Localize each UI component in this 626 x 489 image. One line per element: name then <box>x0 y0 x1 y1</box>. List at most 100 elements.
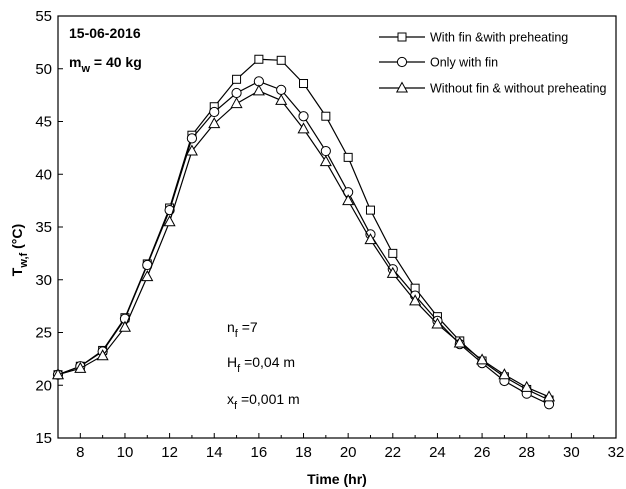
legend: With fin &with preheating Only with fin Wi… <box>379 31 607 96</box>
x-tick-label: 10 <box>117 444 134 461</box>
data-point-circle <box>186 133 198 144</box>
series-layer <box>51 54 556 410</box>
data-point-square <box>321 111 331 121</box>
data-point-triangle <box>319 155 332 167</box>
y-tick-label: 25 <box>35 325 52 342</box>
x-tick-label: 30 <box>563 444 580 461</box>
data-point-triangle <box>208 117 221 129</box>
x-tick-label: 32 <box>608 444 625 461</box>
data-point-triangle <box>185 144 198 156</box>
mass-annotation-main: m <box>69 54 81 70</box>
x-tick-label: 12 <box>161 444 178 461</box>
series-square <box>53 54 554 405</box>
x-tick-label: 18 <box>295 444 312 461</box>
mass-annotation-subscript: w <box>80 63 90 75</box>
data-point-circle <box>164 205 175 216</box>
series-line-triangle <box>57 90 550 398</box>
legend-marker-triangle <box>395 81 409 93</box>
legend-label: With fin &with preheating <box>430 31 568 45</box>
data-point-triangle <box>520 380 533 392</box>
legend-label: Without fin & without preheating <box>430 82 607 96</box>
data-point-square <box>388 248 398 258</box>
data-point-triangle <box>141 270 154 282</box>
legend-marker-circle <box>396 56 408 68</box>
data-point-triangle <box>386 266 399 278</box>
mass-annotation: mw = 40 kg <box>69 54 142 75</box>
data-point-triangle <box>364 233 377 245</box>
y-tick-label: 15 <box>35 430 52 447</box>
mass-annotation-value: = 40 kg <box>90 54 142 70</box>
x-tick-label: 20 <box>340 444 357 461</box>
series-line-square <box>57 58 550 401</box>
data-point-triangle <box>342 194 355 206</box>
data-point-circle <box>276 84 287 95</box>
data-point-triangle <box>542 390 556 402</box>
y-tick-label: 20 <box>35 377 52 394</box>
fin-thickness-subscript: f <box>234 400 238 412</box>
series-triangle <box>51 84 556 402</box>
y-tick-label: 50 <box>35 61 52 78</box>
data-point-triangle <box>453 336 466 348</box>
data-point-circle <box>298 111 309 122</box>
fin-height-value: =0,04 m <box>240 354 295 370</box>
y-tick-labels: 15 20 25 30 35 40 45 50 55 <box>35 8 52 447</box>
y-axis-title-unit: (°C) <box>9 224 25 253</box>
data-point-triangle <box>96 349 109 361</box>
plot-area-frame <box>57 15 617 439</box>
y-tick-label: 35 <box>35 219 52 236</box>
data-point-triangle <box>74 361 87 373</box>
legend-label: Only with fin <box>430 56 498 70</box>
x-axis-title: Time (hr) <box>307 471 367 487</box>
legend-item-triangle: Without fin & without preheating <box>379 81 607 96</box>
fin-thickness-annotation: xf =0,001 m <box>227 391 300 412</box>
data-point-triangle <box>476 353 489 365</box>
fin-count-value: =7 <box>238 319 258 335</box>
x-tick-label: 14 <box>206 444 223 461</box>
data-point-square <box>365 205 375 215</box>
y-axis-title-subscript: w,f <box>18 252 30 268</box>
fin-thickness-main: x <box>227 391 234 407</box>
fin-height-annotation: Hf =0,04 m <box>227 354 295 375</box>
data-point-triangle <box>431 317 444 329</box>
y-tick-label: 45 <box>35 114 52 131</box>
x-tick-labels: 8 10 12 14 16 18 20 22 24 26 28 30 32 <box>76 444 624 461</box>
data-point-triangle <box>230 97 243 109</box>
data-point-circle <box>231 87 242 99</box>
data-point-square <box>276 55 286 65</box>
y-tick-label: 40 <box>35 166 52 183</box>
data-point-square <box>232 74 242 84</box>
fin-thickness-value: =0,001 m <box>237 391 300 407</box>
data-point-triangle <box>275 93 288 105</box>
x-tick-label: 28 <box>518 444 535 461</box>
data-point-triangle <box>409 294 422 306</box>
data-point-triangle <box>51 368 65 380</box>
axis-ticks <box>57 15 617 439</box>
fin-height-subscript: f <box>237 363 241 375</box>
data-point-circle <box>209 106 220 118</box>
date-annotation: 15-06-2016 <box>69 25 141 41</box>
x-tick-label: 26 <box>474 444 491 461</box>
y-tick-label: 55 <box>35 8 52 25</box>
data-point-triangle <box>118 320 132 332</box>
y-axis-title-main: T <box>9 267 25 276</box>
data-point-square <box>254 54 264 64</box>
x-tick-label: 16 <box>251 444 268 461</box>
y-tick-label: 30 <box>35 272 52 289</box>
x-tick-label: 22 <box>384 444 401 461</box>
fin-count-subscript: f <box>235 328 239 340</box>
legend-item-square: With fin &with preheating <box>379 31 568 45</box>
legend-marker-square <box>397 32 407 42</box>
x-tick-label: 8 <box>76 444 84 461</box>
x-tick-label: 24 <box>429 444 446 461</box>
fin-count-main: n <box>227 319 235 335</box>
legend-item-circle: Only with fin <box>379 56 498 70</box>
data-point-square <box>343 152 353 162</box>
data-point-triangle <box>163 215 176 227</box>
data-point-circle <box>320 145 331 157</box>
y-axis-title: Tw,f (°C) <box>9 224 30 276</box>
fin-height-main: H <box>227 354 237 370</box>
data-point-triangle <box>297 122 310 134</box>
data-point-triangle <box>498 368 511 380</box>
data-point-square <box>299 79 309 89</box>
